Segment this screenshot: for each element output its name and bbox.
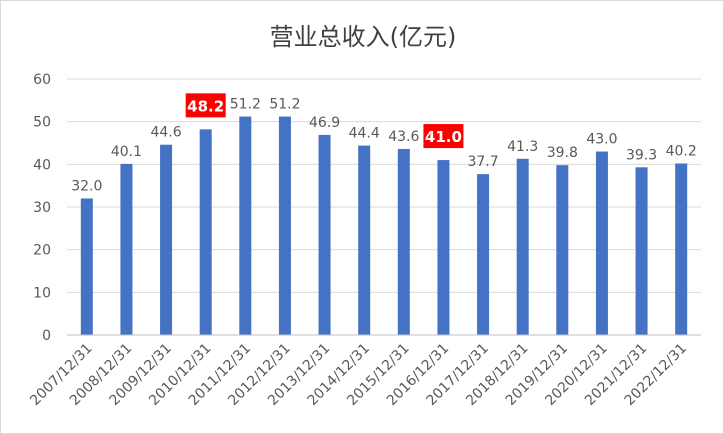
data-label: 41.3 [507, 139, 538, 155]
data-label: 43.6 [388, 129, 419, 145]
y-tick-label: 60 [33, 72, 51, 88]
y-tick-label: 10 [33, 285, 51, 301]
data-label: 39.8 [547, 145, 578, 161]
bar [358, 145, 371, 335]
bar [80, 198, 93, 335]
highlight-label-box [423, 124, 464, 149]
bar [556, 165, 569, 335]
data-label: 41.0 [425, 128, 462, 146]
bar [477, 174, 490, 335]
data-label: 51.2 [269, 97, 300, 113]
data-label: 39.3 [626, 147, 657, 163]
y-tick-label: 20 [33, 243, 51, 259]
highlight-label-box [185, 93, 226, 118]
data-label: 37.7 [467, 154, 498, 170]
bar [397, 148, 410, 335]
data-label: 43.0 [586, 132, 617, 148]
bar [437, 160, 450, 335]
bar [199, 129, 212, 335]
bar [120, 163, 133, 335]
bar [675, 163, 688, 335]
bar [239, 116, 252, 336]
bar [595, 151, 608, 335]
bar [278, 116, 291, 336]
data-label: 44.4 [349, 126, 380, 142]
data-label: 51.2 [230, 97, 261, 113]
y-tick-label: 40 [33, 157, 51, 173]
data-label: 44.6 [150, 125, 181, 141]
bar [635, 167, 648, 335]
bar [516, 158, 529, 335]
data-label: 32.0 [71, 178, 102, 194]
bar [160, 144, 173, 335]
data-label: 40.2 [666, 143, 697, 159]
y-tick-label: 30 [33, 200, 51, 216]
y-tick-label: 0 [42, 328, 51, 344]
data-label: 46.9 [309, 115, 340, 131]
chart-title: 营业总收入(亿元) [269, 23, 457, 51]
data-label: 40.1 [111, 144, 142, 160]
data-label: 48.2 [187, 97, 224, 115]
y-tick-label: 50 [33, 115, 51, 131]
bar [318, 134, 331, 335]
